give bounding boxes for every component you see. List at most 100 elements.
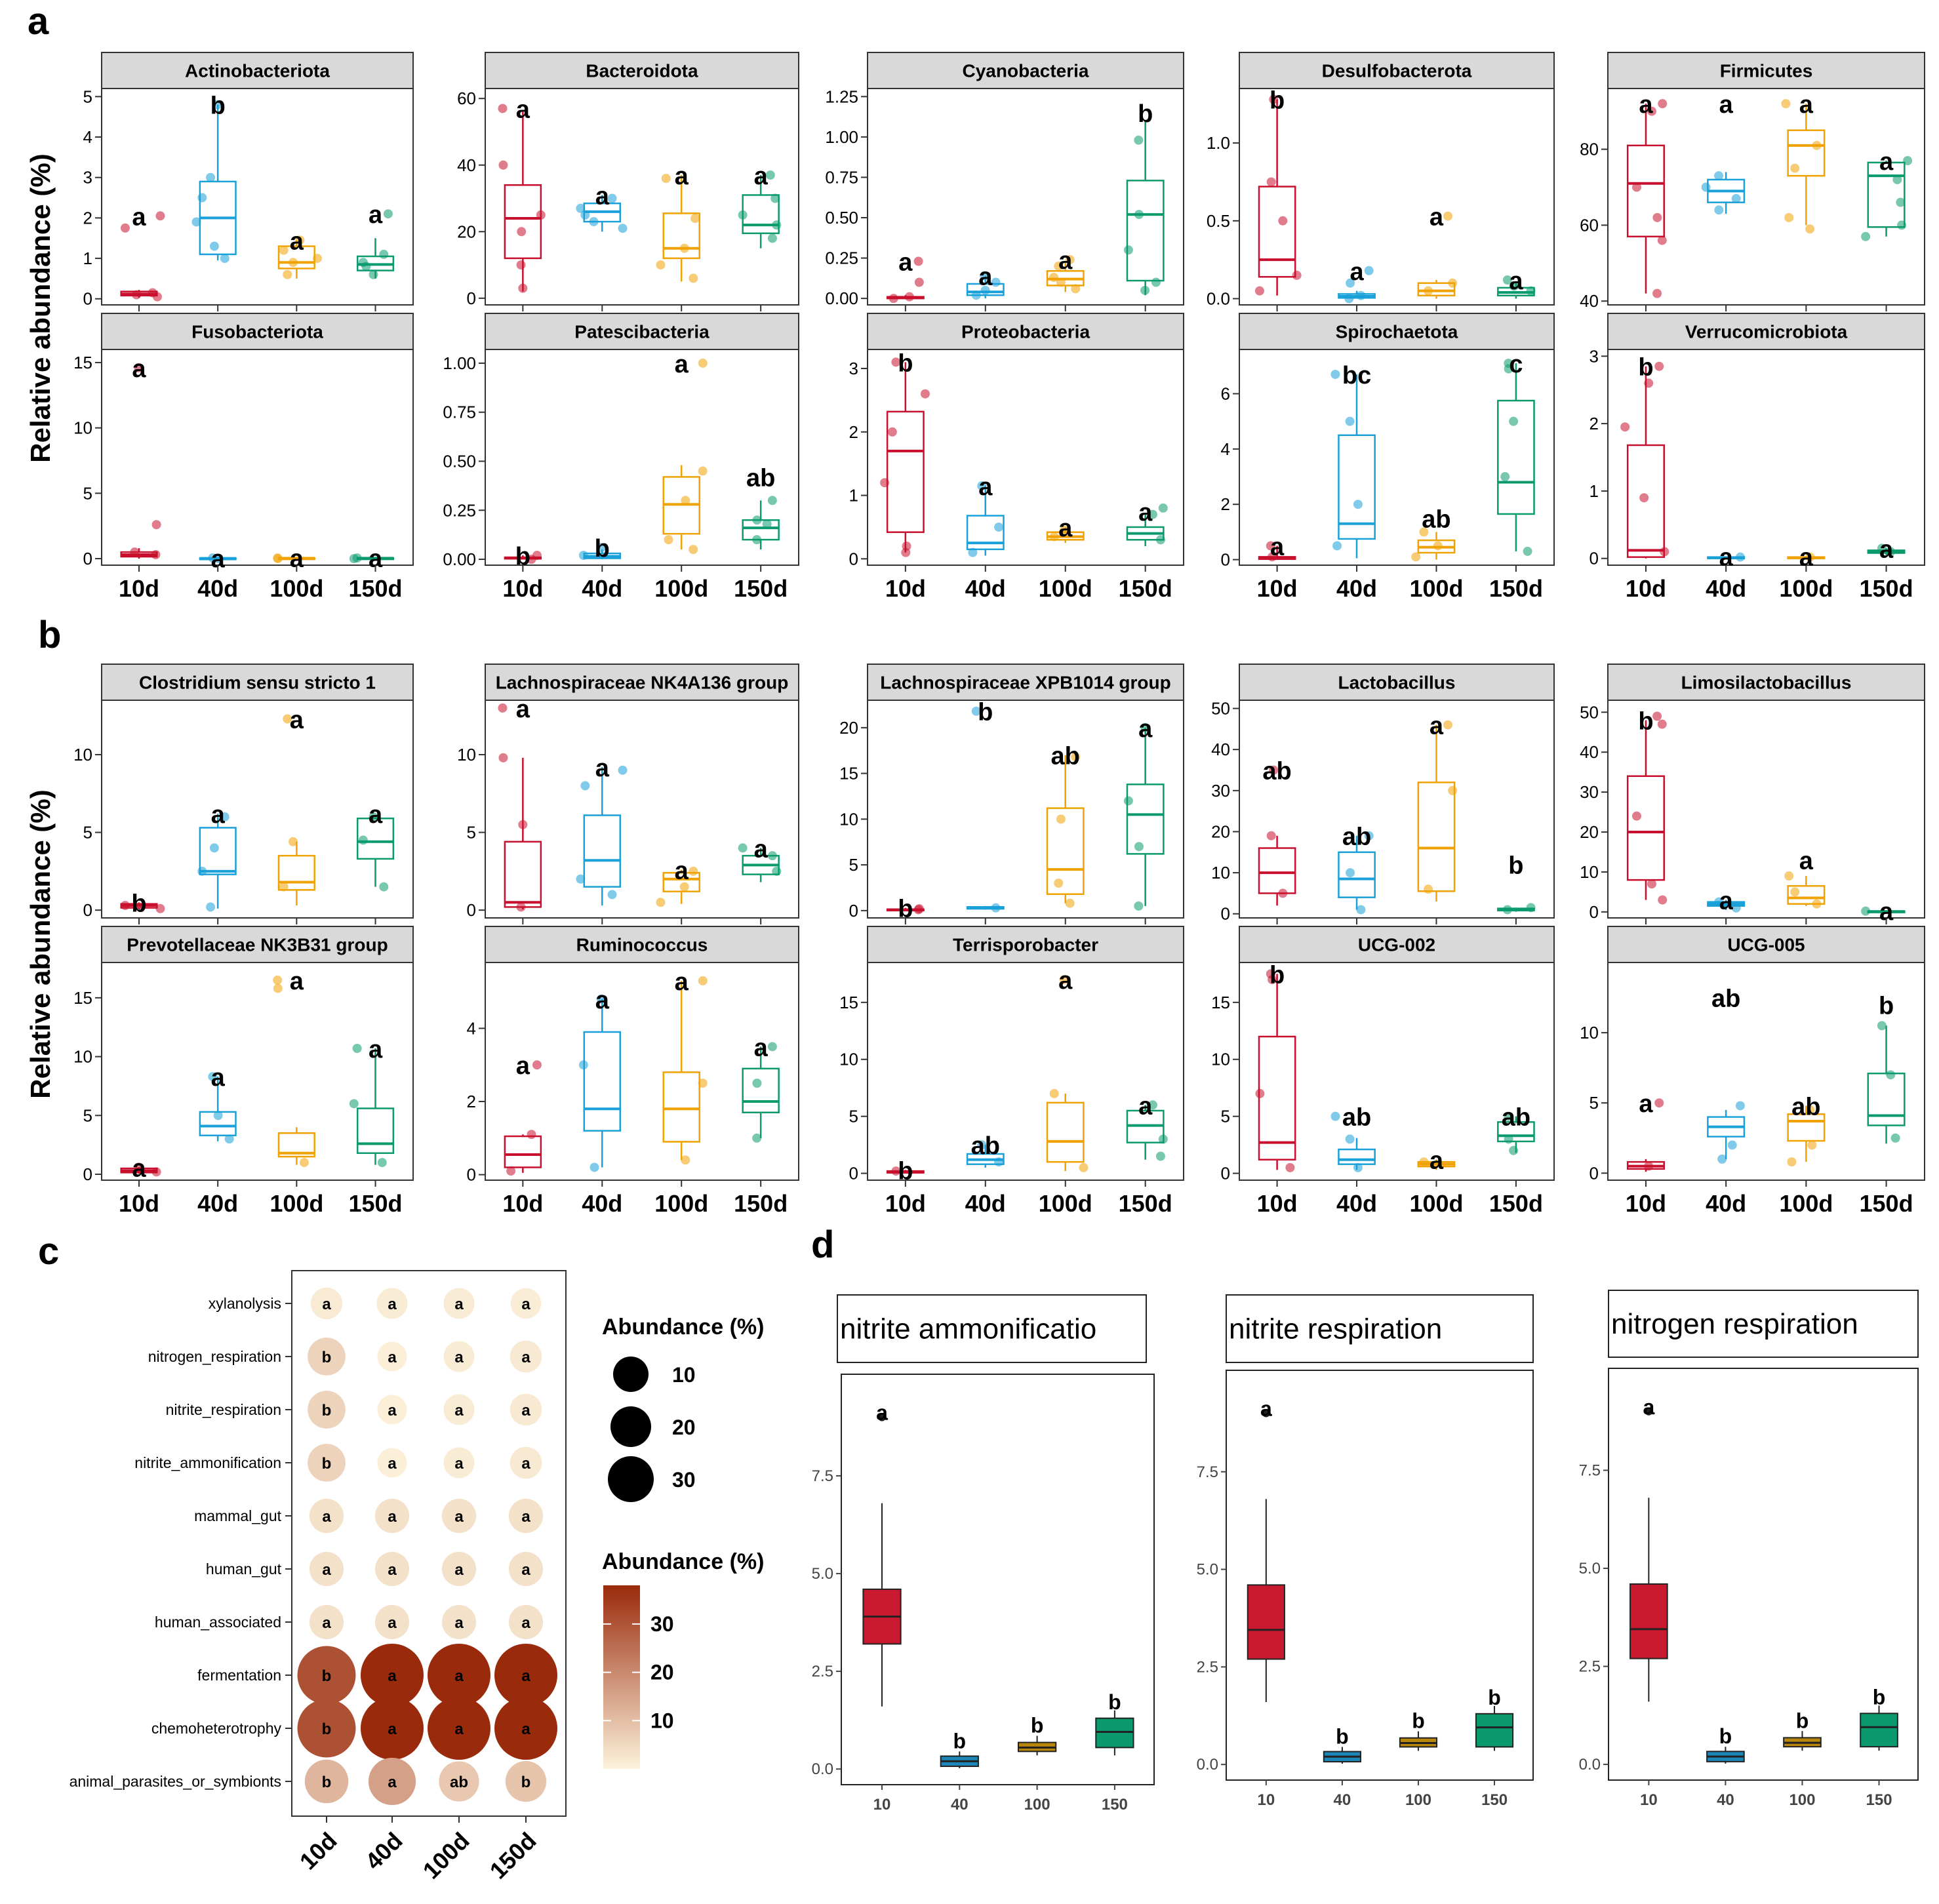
box [1787, 1113, 1826, 1142]
significance-letter: a [521, 1402, 530, 1419]
row-label: human_gut [206, 1560, 282, 1577]
significance-letter: b [322, 1774, 332, 1791]
data-point [1433, 541, 1443, 551]
facet-title: Verrucomicrobiota [1685, 322, 1848, 342]
data-point [1285, 1162, 1295, 1172]
data-point [752, 1079, 762, 1088]
data-point [1071, 284, 1081, 294]
significance-letter: a [290, 968, 304, 995]
significance-letter: a [675, 857, 689, 884]
row-label: xylanolysis [209, 1295, 281, 1312]
color-legend-label: 10 [650, 1709, 674, 1732]
data-point [738, 843, 748, 853]
panel-d-facet-2: nitrogen respiration 0.0 2.5 5.0 7.5 a 10 b 40 b 1… [1579, 1290, 1919, 1809]
box [742, 519, 780, 541]
box [1046, 807, 1085, 895]
data-point [379, 249, 389, 259]
y-tick-label: 7.5 [1579, 1462, 1601, 1480]
data-point [1269, 765, 1279, 775]
x-tick-label: 100 [1405, 1791, 1431, 1809]
facet-title: Clostridium sensu stricto 1 [139, 673, 376, 693]
color-legend-bar [603, 1585, 640, 1769]
data-point [288, 258, 298, 268]
data-point [273, 975, 283, 985]
facet-strip [1239, 313, 1555, 350]
y-tick-label: 20 [457, 222, 476, 241]
x-tick-label: 100d [1039, 1190, 1092, 1217]
significance-letter: b [978, 699, 993, 726]
significance-letter: a [595, 182, 610, 210]
data-point [1727, 1140, 1737, 1150]
data-point [698, 358, 708, 368]
y-tick-label: 40 [1211, 740, 1230, 759]
y-tick-label: 2 [1589, 414, 1599, 433]
y-tick-label: 1.00 [825, 127, 858, 147]
facet-title: Patescibacteria [574, 322, 710, 342]
significance-letter: a [388, 1402, 397, 1419]
data-point [1266, 831, 1276, 841]
data-point [1647, 879, 1656, 889]
significance-letter: a [132, 355, 146, 383]
data-point [1657, 235, 1667, 245]
significance-letter: a [754, 163, 769, 190]
color-legend-label: 30 [650, 1612, 674, 1636]
bubble [508, 1604, 544, 1640]
significance-letter: a [754, 1034, 769, 1061]
data-point [206, 172, 216, 182]
y-tick-label: 0 [1221, 550, 1230, 570]
facet-frame [101, 349, 414, 566]
chart_data.1-facet-7: Terrisporobacter 0 5 10 15 b 10d ab 40d a 100d a 150… [839, 926, 1184, 1217]
data-point [1526, 286, 1536, 296]
data-point [120, 223, 130, 233]
data-point [1065, 898, 1075, 908]
data-point [191, 217, 201, 227]
data-point [1123, 796, 1133, 806]
x-tick-label: 40d [582, 575, 622, 602]
y-tick-label: 2 [1221, 494, 1230, 514]
significance-letter: b [1138, 100, 1153, 128]
y-tick-label: 6 [1221, 384, 1230, 403]
data-point [770, 193, 780, 203]
x-tick-label: 150 [1102, 1796, 1128, 1814]
data-point [1714, 171, 1724, 181]
bubble [428, 1644, 490, 1707]
significance-letter: a [521, 1561, 530, 1579]
x-tick-label: 150d [348, 1190, 402, 1217]
significance-letter: a [675, 163, 689, 190]
x-tick-label: 40d [965, 575, 1006, 602]
data-point [698, 466, 708, 476]
significance-letter: a [369, 545, 383, 573]
data-point [698, 1079, 708, 1088]
y-tick-label: 0 [849, 549, 858, 568]
box [1860, 1713, 1898, 1748]
bubble [310, 1287, 343, 1320]
significance-letter: a [1719, 544, 1734, 572]
row-label: nitrogen_respiration [148, 1348, 281, 1365]
y-tick-label: 2.5 [1579, 1658, 1601, 1676]
y-tick-label: 0 [467, 900, 476, 920]
x-tick-label: 100d [1039, 575, 1092, 602]
data-point [1056, 814, 1066, 824]
data-point [283, 269, 292, 279]
significance-letter: b [1488, 1686, 1501, 1709]
x-tick-label: 10d [1257, 575, 1298, 602]
col-label: 40d [360, 1827, 408, 1875]
x-tick-label: 40d [1706, 575, 1746, 602]
y-tick-label: 15 [73, 988, 92, 1008]
color-legend-label: 20 [650, 1661, 674, 1684]
facet-frame [101, 962, 414, 1181]
data-point [349, 1099, 359, 1109]
y-tick-label: 1.00 [443, 353, 476, 373]
y-tick-label: 5 [83, 87, 92, 106]
significance-letter: a [388, 1720, 397, 1738]
data-point [1134, 135, 1144, 145]
y-tick-label: 4 [467, 1018, 476, 1038]
y-tick-label: 5.0 [1197, 1561, 1218, 1579]
bubble [297, 1699, 356, 1758]
data-point [590, 1162, 599, 1172]
data-point [1784, 871, 1794, 881]
data-point [681, 496, 690, 506]
significance-letter: b [1508, 852, 1523, 880]
facet-frame [867, 88, 1184, 306]
data-point [1448, 785, 1458, 795]
